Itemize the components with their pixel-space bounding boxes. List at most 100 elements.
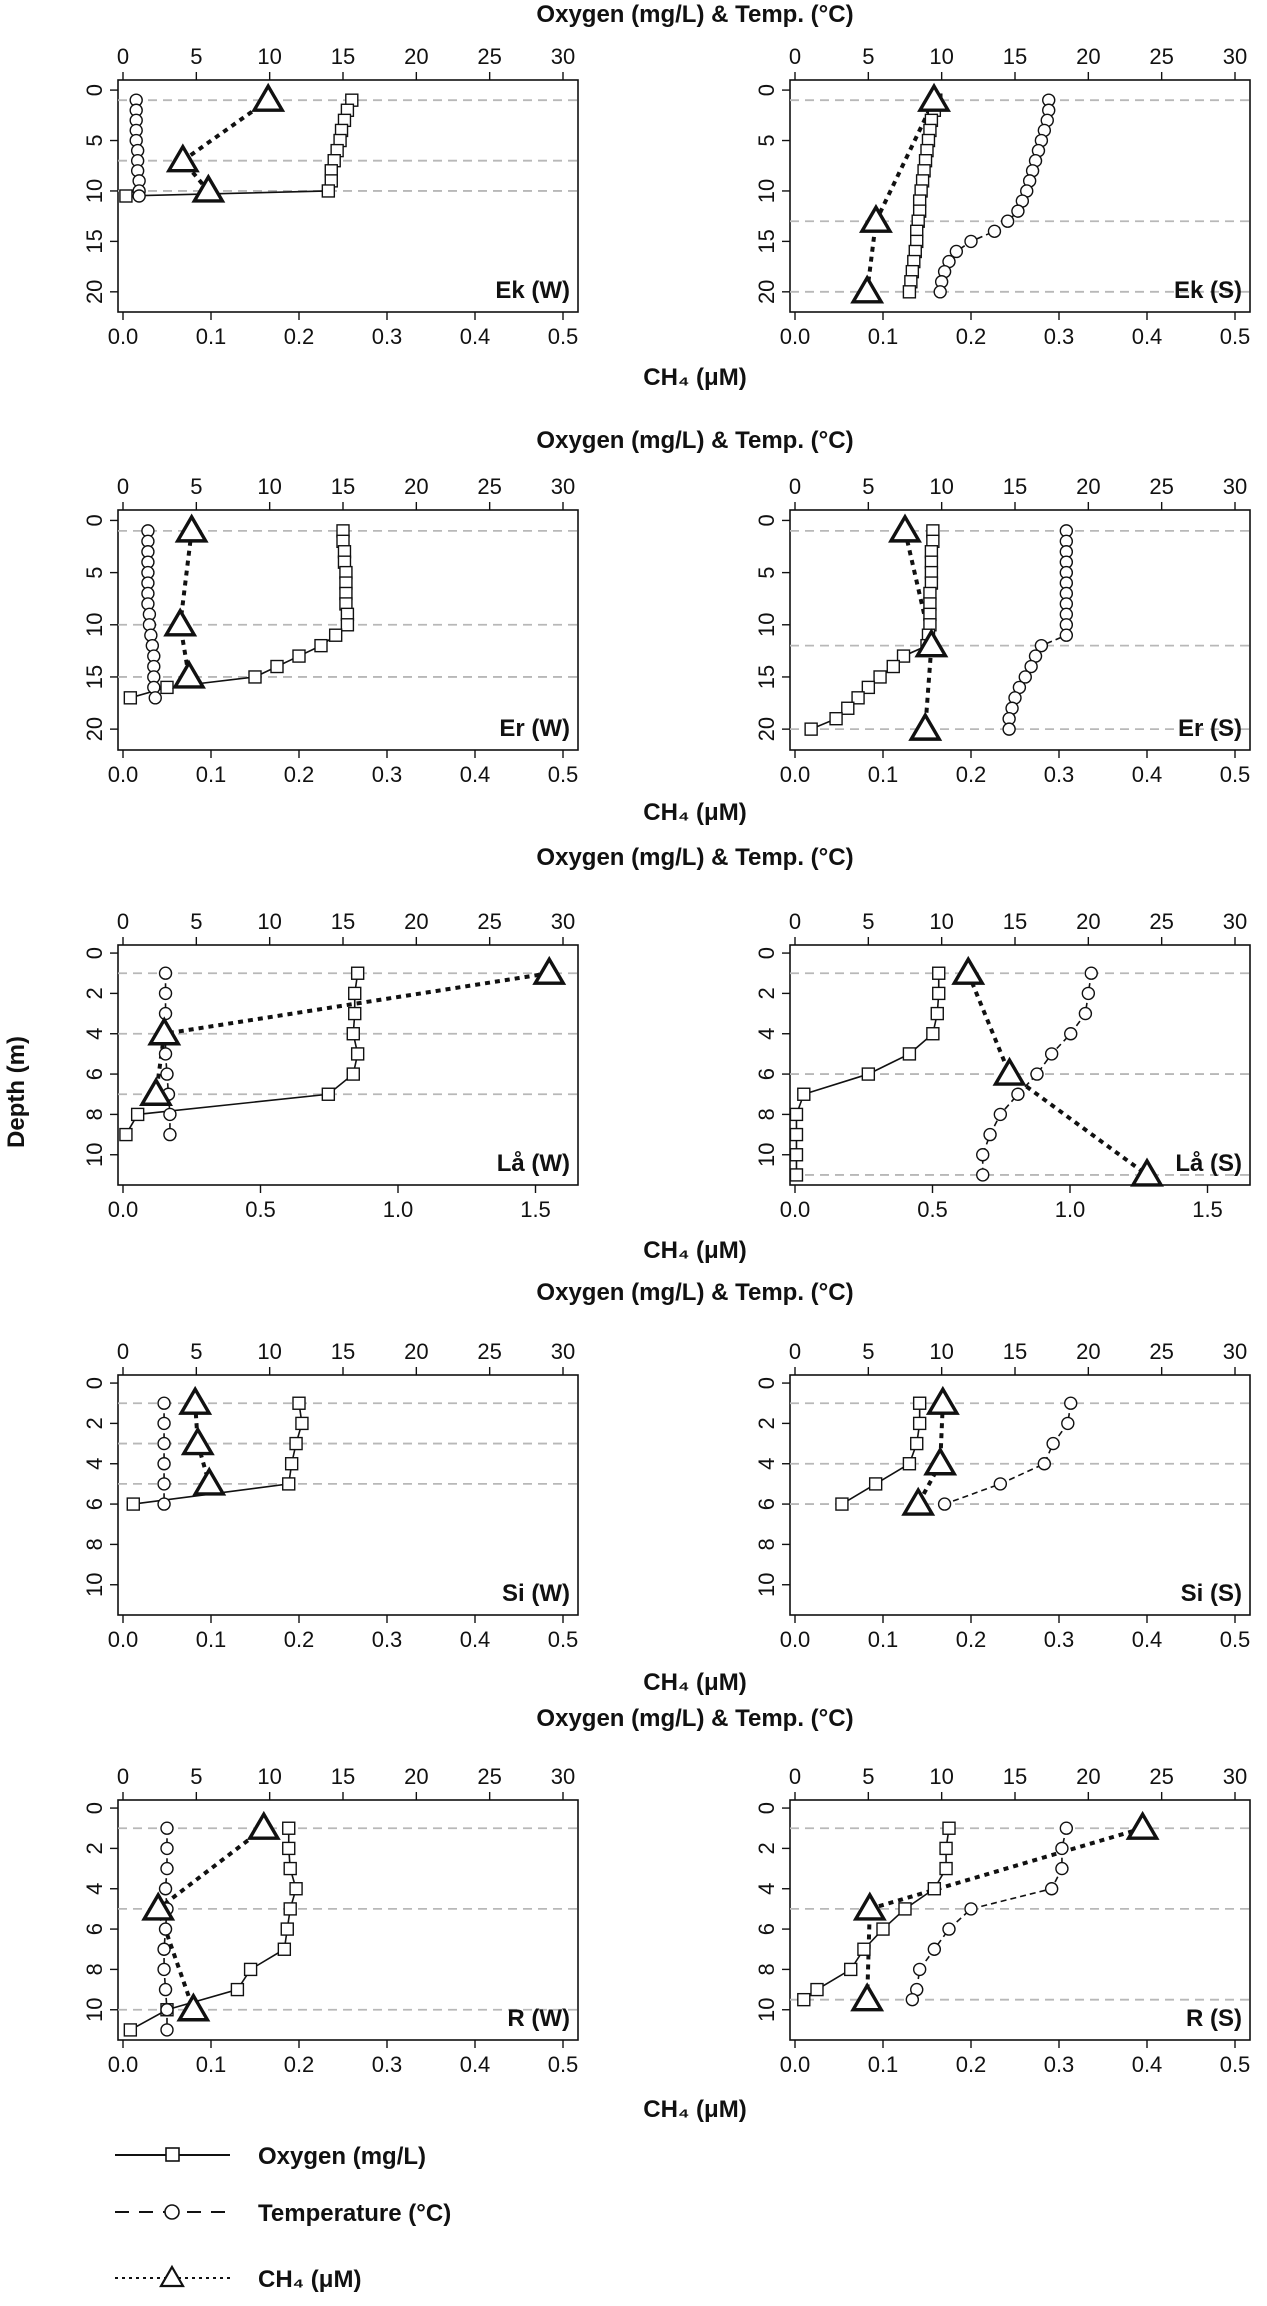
oxygen-point (283, 1861, 297, 1876)
top-tick-label: 15 (331, 1764, 355, 1789)
oxygen-point (119, 189, 133, 203)
bottom-tick-label: 1.5 (520, 1197, 551, 1222)
ch4-point (852, 1891, 887, 1921)
bottom-tick-label: 0.3 (1044, 324, 1075, 349)
temperature-point (1078, 1006, 1093, 1021)
oxygen-point (835, 1497, 849, 1511)
depth-tick-label: 10 (754, 1998, 779, 2022)
oxygen-line (125, 99, 353, 197)
bottom-tick-label: 0.0 (780, 1627, 811, 1652)
temperature-point (160, 1861, 174, 1876)
temperature-point (964, 234, 978, 249)
depth-tick-label: 8 (82, 1538, 107, 1550)
temperature-point (1011, 1087, 1025, 1101)
depth-tick-label: 10 (754, 1143, 779, 1167)
ch4-point (914, 628, 949, 658)
temperature-point (157, 1457, 171, 1471)
oxygen-point (123, 691, 138, 705)
temperature-point (1059, 1821, 1074, 1835)
temperature-point (132, 189, 146, 203)
depth-tick-label: 4 (82, 1458, 107, 1470)
temperature-point (1084, 966, 1098, 980)
bottom-tick-label: 0.1 (196, 2052, 227, 2077)
temperature-point (160, 2023, 174, 2037)
top-tick-label: 25 (1149, 474, 1173, 499)
oxygen-point (789, 1168, 804, 1182)
oxygen-point (902, 285, 917, 299)
bottom-tick-label: 0.5 (245, 1197, 276, 1222)
oxygen-point (861, 1067, 876, 1081)
oxygen-point (797, 1992, 811, 2007)
temperature-point (1024, 659, 1038, 674)
ch4-point (1125, 1810, 1160, 1840)
bottom-tick-label: 0.3 (372, 324, 403, 349)
oxygen-point (248, 670, 262, 684)
oxygen-point (346, 1027, 360, 1041)
ch4-point (163, 607, 198, 637)
top-tick-label: 10 (929, 44, 953, 69)
depth-tick-label: 6 (82, 1498, 107, 1510)
oxygen-point (857, 1942, 871, 1956)
oxygen-point (804, 722, 818, 736)
oxygen-point (932, 986, 946, 1001)
bottom-tick-label: 0.3 (372, 2052, 403, 2077)
depth-tick-label: 4 (754, 1883, 779, 1895)
temperature-point (1061, 1416, 1075, 1431)
ch4-line (966, 972, 1149, 1177)
ch4-line (179, 98, 270, 193)
bottom-tick-label: 0.2 (284, 1627, 315, 1652)
bottom-tick-label: 0.2 (956, 324, 987, 349)
ch4-point (172, 659, 206, 689)
temperature-point (983, 1127, 997, 1142)
depth-tick-label: 20 (754, 280, 779, 304)
panel-er-w: 0 5 10 15 20 25 30 0.0 0.1 0.2 0.3 0.4 0.5 0 5 10 15 20 Er… (82, 474, 579, 787)
bottom-tick-label: 0.3 (1044, 2052, 1075, 2077)
top-axis-title-2: Oxygen (mg/L) & Temp. (°C) (536, 427, 853, 454)
depth-tick-label: 8 (82, 1108, 107, 1120)
legend-oxygen-label: Oxygen (mg/L) (258, 2143, 426, 2170)
oxygen-point (910, 1436, 924, 1451)
depth-tick-label: 10 (754, 1573, 779, 1597)
bottom-tick-label: 0.1 (196, 324, 227, 349)
top-tick-label: 30 (1223, 1339, 1247, 1364)
temperature-point (993, 1107, 1008, 1122)
top-tick-label: 20 (1076, 1764, 1100, 1789)
ch4-point (180, 1426, 215, 1456)
bottom-axis-title-5: CH₄ (μM) (643, 2096, 746, 2123)
depth-tick-label: 5 (754, 566, 779, 578)
bottom-tick-label: 0.3 (372, 1627, 403, 1652)
temperature-point (964, 1902, 978, 1916)
temperature-point (157, 1436, 171, 1451)
legend-temperature-label: Temperature (°C) (258, 2200, 451, 2227)
oxygen-point (829, 711, 843, 726)
oxygen-point (886, 659, 900, 674)
oxygen-point (230, 1982, 245, 1997)
bottom-tick-label: 0.0 (108, 324, 139, 349)
ch4-point (165, 143, 200, 173)
top-tick-label: 15 (1003, 1764, 1027, 1789)
depth-tick-label: 6 (754, 1068, 779, 1080)
temperature-point (163, 1107, 177, 1122)
depth-tick-label: 10 (82, 1573, 107, 1597)
top-tick-label: 25 (477, 1764, 501, 1789)
depth-tick-label: 4 (82, 1028, 107, 1040)
temperature-point (157, 1497, 171, 1511)
plot-frame (789, 1374, 1251, 1616)
bottom-tick-label: 0.4 (1132, 1627, 1163, 1652)
top-tick-label: 20 (1076, 44, 1100, 69)
temperature-point (1055, 1841, 1069, 1856)
temperature-point (157, 1416, 171, 1431)
panel-si-s: 0 5 10 15 20 25 30 0.0 0.1 0.2 0.3 0.4 0.5 0 2 4 6 8 10 Si … (754, 1339, 1251, 1652)
depth-tick-label: 10 (82, 613, 107, 637)
panel-r-s: 0 5 10 15 20 25 30 0.0 0.1 0.2 0.3 0.4 0.5 0 2 4 6 8 10 R (… (754, 1764, 1251, 2077)
top-tick-label: 20 (1076, 1339, 1100, 1364)
bottom-tick-label: 0.2 (284, 2052, 315, 2077)
temperature-point (987, 224, 1002, 239)
plot-frame (789, 79, 1251, 313)
bottom-tick-label: 0.2 (284, 762, 315, 787)
panel-l-w: 0 5 10 15 20 25 30 0.0 0.5 1.0 1.5 0 2 4 6 8 10 Lå (W) (82, 909, 579, 1222)
bottom-tick-label: 0.5 (548, 2052, 579, 2077)
panel-label: Si (S) (1181, 1580, 1242, 1607)
depth-tick-label: 4 (82, 1883, 107, 1895)
